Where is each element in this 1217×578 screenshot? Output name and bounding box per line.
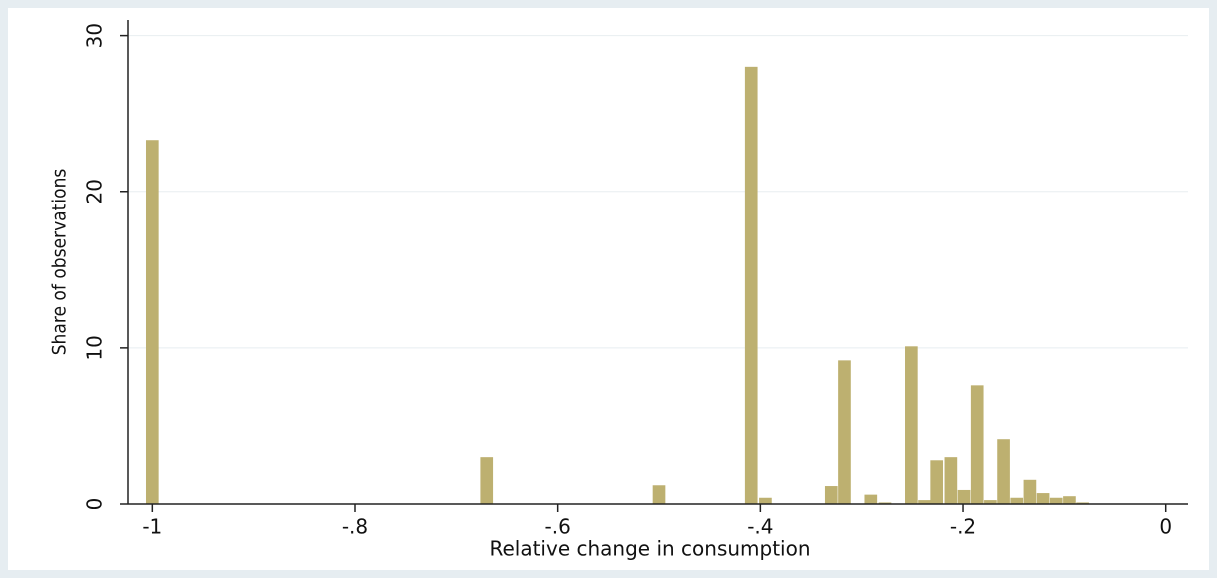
x-tick-label: -.2 (950, 515, 976, 539)
bar (759, 497, 772, 504)
x-axis-title: Relative change in consumption (489, 537, 810, 561)
bar (930, 460, 944, 504)
bar (997, 439, 1010, 504)
bar (984, 500, 997, 504)
bar (970, 385, 984, 504)
bar (944, 457, 958, 504)
bar (838, 360, 851, 504)
x-tick-label: -.8 (342, 515, 368, 539)
bar (480, 457, 494, 504)
bar (1076, 502, 1089, 504)
y-axis-title: Share of observations (49, 169, 71, 356)
y-tick-label: 30 (83, 23, 107, 48)
bar (1063, 496, 1076, 504)
bar (1049, 497, 1063, 504)
x-tick-label: -.6 (545, 515, 571, 539)
bar (1010, 497, 1024, 504)
bar (905, 346, 918, 504)
bar (145, 140, 159, 504)
y-tick-label: 20 (83, 179, 107, 204)
bar (957, 489, 971, 504)
bar (744, 66, 758, 504)
bar (1023, 479, 1037, 504)
y-tick-label: 0 (83, 498, 107, 511)
bar (864, 494, 878, 504)
y-tick-label: 10 (83, 335, 107, 360)
bar (824, 486, 838, 504)
x-tick-label: -.4 (747, 515, 773, 539)
bar (918, 500, 931, 504)
x-tick-label: 0 (1159, 515, 1172, 539)
bar (652, 485, 666, 504)
x-tick-label: -1 (142, 515, 162, 539)
bar (878, 502, 892, 504)
bar (1036, 493, 1050, 504)
